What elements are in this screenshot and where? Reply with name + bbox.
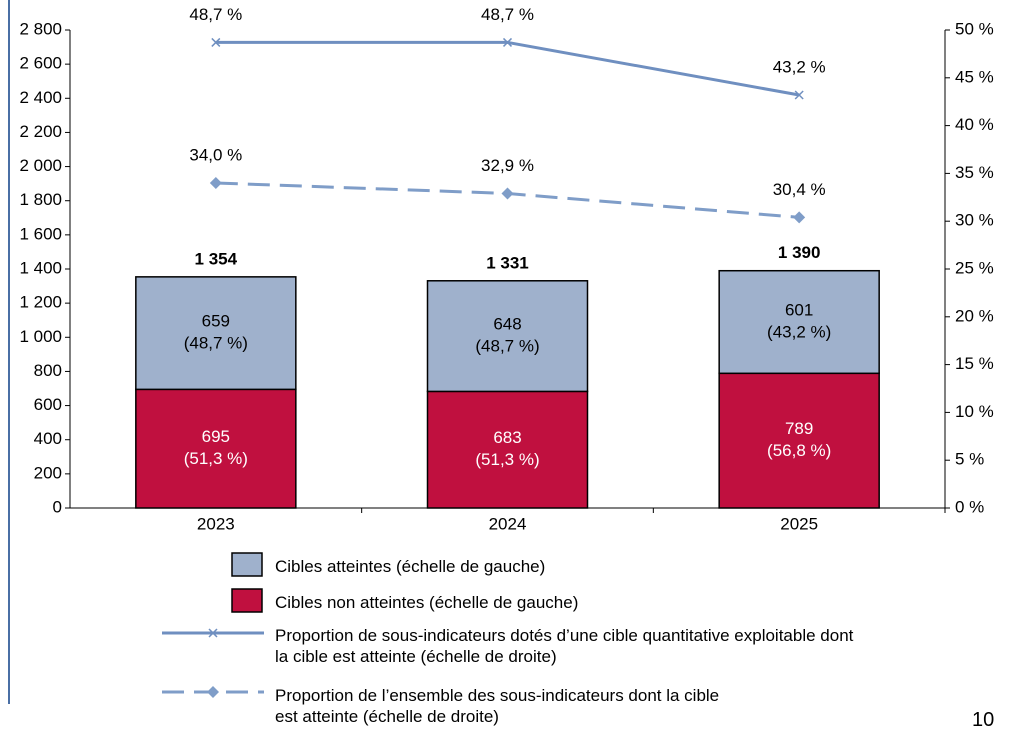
bar-percent-label: (51,3 %) bbox=[184, 449, 248, 468]
y2-tick-label: 45 % bbox=[955, 67, 994, 86]
y-tick-label: 600 bbox=[34, 395, 62, 414]
y-tick-label: 0 bbox=[53, 497, 62, 516]
legend-swatch bbox=[231, 552, 263, 577]
bar-percent-label: (51,3 %) bbox=[475, 450, 539, 469]
line-marker bbox=[211, 37, 221, 47]
bar-value-label: 695 bbox=[202, 427, 230, 446]
total-label: 1 390 bbox=[778, 243, 821, 262]
bar-segment bbox=[426, 280, 589, 393]
bar-percent-label: (56,8 %) bbox=[767, 441, 831, 460]
y2-tick-label: 0 % bbox=[955, 497, 984, 516]
y-tick-label: 2 800 bbox=[19, 19, 62, 38]
y2-tick-label: 30 % bbox=[955, 211, 994, 230]
bar-percent-label: (48,7 %) bbox=[184, 334, 248, 353]
line-value-label: 43,2 % bbox=[773, 57, 826, 76]
bar-value-label: 648 bbox=[493, 315, 521, 334]
bar-segment bbox=[135, 388, 297, 509]
y2-tick-label: 25 % bbox=[955, 258, 994, 277]
y-tick-label: 1 200 bbox=[19, 293, 62, 312]
bar-value-label: 601 bbox=[785, 300, 813, 319]
y2-tick-label: 50 % bbox=[955, 19, 994, 38]
line-marker bbox=[209, 176, 222, 189]
y2-tick-label: 10 % bbox=[955, 402, 994, 421]
line-value-label: 34,0 % bbox=[189, 145, 242, 164]
bar-segment bbox=[718, 372, 880, 509]
line-marker bbox=[502, 37, 513, 47]
line-marker bbox=[794, 90, 804, 100]
bar-segment bbox=[718, 269, 880, 375]
line bbox=[215, 40, 800, 97]
line-value-label: 32,9 % bbox=[481, 156, 534, 175]
x-tick-label: 2025 bbox=[780, 514, 818, 533]
y-tick-label: 2 400 bbox=[19, 88, 62, 107]
legend-label: Proportion de sous-indicateurs dotés d’u… bbox=[275, 626, 854, 666]
y-tick-label: 800 bbox=[34, 361, 62, 380]
legend-label: Proportion de l’ensemble des sous-indica… bbox=[275, 686, 720, 726]
y-tick-label: 1 400 bbox=[19, 258, 62, 277]
y-tick-label: 1 600 bbox=[19, 224, 62, 243]
y-tick-label: 400 bbox=[34, 429, 62, 448]
y-tick-label: 200 bbox=[34, 463, 62, 482]
total-label: 1 331 bbox=[486, 253, 529, 272]
line-marker bbox=[501, 187, 514, 200]
y-tick-label: 2 200 bbox=[19, 122, 62, 141]
x-tick-label: 2023 bbox=[197, 514, 235, 533]
bar-value-label: 659 bbox=[202, 312, 230, 331]
x-tick-label: 2024 bbox=[489, 514, 527, 533]
bar-value-label: 789 bbox=[785, 419, 813, 438]
bar-percent-label: (48,7 %) bbox=[475, 337, 539, 356]
bar-percent-label: (43,2 %) bbox=[767, 322, 831, 341]
bar-segment bbox=[426, 390, 589, 509]
y-tick-label: 1 000 bbox=[19, 327, 62, 346]
page-number: 10 bbox=[972, 709, 995, 731]
legend-swatch bbox=[231, 588, 263, 613]
total-label: 1 354 bbox=[195, 249, 238, 268]
legend-label: Cibles non atteintes (échelle de gauche) bbox=[275, 593, 579, 612]
line-value-label: 30,4 % bbox=[773, 180, 826, 199]
y2-tick-label: 20 % bbox=[955, 306, 994, 325]
y-tick-label: 2 000 bbox=[19, 156, 62, 175]
line-marker bbox=[793, 211, 806, 224]
legend-label: Cibles atteintes (échelle de gauche) bbox=[275, 557, 546, 576]
line-marker bbox=[207, 686, 219, 698]
line-value-label: 48,7 % bbox=[189, 5, 242, 24]
y-tick-label: 1 800 bbox=[19, 190, 62, 209]
line-value-label: 48,7 % bbox=[481, 5, 534, 24]
y2-tick-label: 5 % bbox=[955, 450, 984, 469]
y2-tick-label: 40 % bbox=[955, 115, 994, 134]
bar-segment bbox=[135, 276, 297, 391]
y2-tick-label: 35 % bbox=[955, 163, 994, 182]
y2-tick-label: 15 % bbox=[955, 354, 994, 373]
y-tick-label: 2 600 bbox=[19, 54, 62, 73]
line-marker bbox=[208, 628, 218, 638]
bar-value-label: 683 bbox=[493, 428, 521, 447]
